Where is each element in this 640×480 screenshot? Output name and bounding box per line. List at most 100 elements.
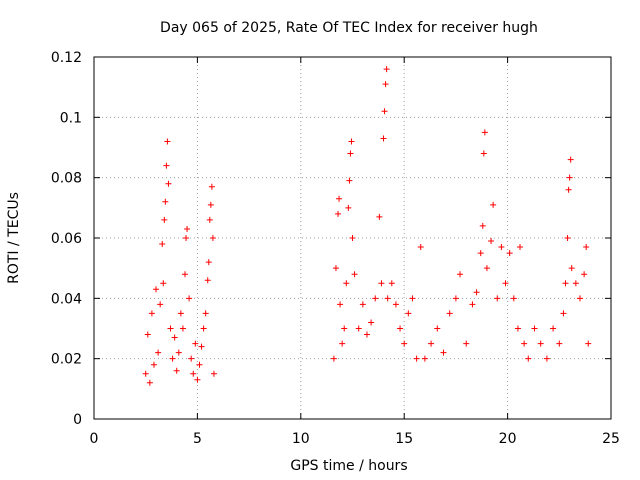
data-point [348,138,355,145]
data-point [355,325,362,332]
data-point [347,150,354,157]
data-point [165,180,172,187]
axes-ticks: 0 5 10 15 20 25 0 0.02 0.04 0.06 0.08 0.1 0.12 [51,50,620,447]
data-point [351,271,358,278]
data-point [192,340,199,347]
data-point [413,355,420,362]
data-point [378,280,385,287]
data-point [200,325,207,332]
x-axis-label: GPS time / hours [290,458,407,474]
y-tick-label: 0.06 [51,231,82,247]
data-point [343,280,350,287]
data-point [188,355,195,362]
data-point [409,295,416,302]
data-point [498,244,505,251]
data-point [525,355,532,362]
data-point [583,244,590,251]
data-point [564,235,571,241]
data-point [397,325,404,332]
data-point [209,235,216,241]
data-point [184,225,191,232]
data-point [531,325,538,332]
data-point [186,295,193,302]
data-point [164,138,171,145]
data-point [463,340,470,347]
plot-frame [93,56,612,420]
data-point [572,280,579,287]
x-tick-label: 5 [193,431,202,447]
data-point [550,325,557,332]
data-point [161,216,168,223]
data-point [421,355,428,362]
data-points [142,66,592,386]
data-point [457,271,464,278]
data-point [368,319,375,326]
data-point [446,310,453,317]
data-point [494,295,501,302]
data-point [173,367,180,374]
data-point [330,355,337,362]
data-point [142,370,149,377]
data-point [155,349,162,356]
data-point [194,376,201,383]
data-point [181,271,188,278]
data-point [359,301,366,308]
grid [94,57,611,419]
data-point [332,265,339,272]
data-point [179,325,186,332]
y-tick-label: 0 [73,412,82,428]
data-point [177,310,184,317]
data-point [382,81,389,88]
data-point [167,325,174,332]
data-point [205,259,212,266]
data-point [417,244,424,251]
data-point [452,295,459,302]
data-point [483,265,490,272]
data-point [506,250,513,257]
data-point [380,135,387,142]
data-point [183,235,190,241]
data-point [537,340,544,347]
data-point [336,195,343,202]
data-point [517,244,524,251]
data-point [150,361,157,368]
data-point [190,370,197,377]
data-point [162,198,169,205]
data-point [341,325,348,332]
data-point [337,301,344,308]
data-point [565,186,572,193]
data-point [376,213,383,220]
data-point [567,156,574,163]
data-point [469,301,476,308]
data-point [363,331,370,338]
data-point [372,295,379,302]
data-point [204,277,211,284]
data-point [392,301,399,308]
data-point [160,280,167,287]
data-point [473,289,480,296]
data-point [560,310,567,317]
data-point [169,355,176,362]
x-tick-label: 10 [292,431,310,447]
data-point [157,301,164,308]
data-point [349,235,356,241]
data-point [144,331,151,338]
data-point [479,222,486,229]
data-point [159,241,166,248]
data-point [576,295,583,302]
data-point [175,349,182,356]
data-point [488,238,495,245]
x-tick-label: 15 [395,431,413,447]
x-tick-label: 20 [499,431,517,447]
data-point [384,295,391,302]
y-tick-label: 0.02 [51,352,82,368]
data-point [146,379,153,386]
data-point [207,201,214,208]
data-point [480,150,487,157]
x-tick-label: 25 [602,431,620,447]
data-point [440,349,447,356]
data-point [202,310,209,317]
data-point [346,177,353,184]
data-point [581,271,588,278]
data-point [148,310,155,317]
